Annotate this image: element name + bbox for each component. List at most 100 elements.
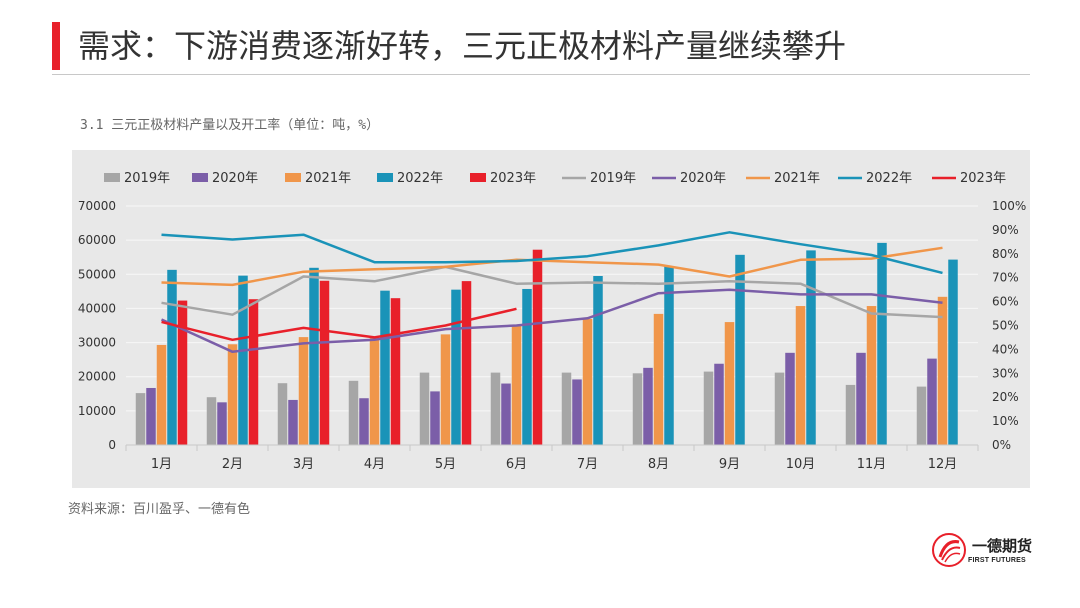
line-2020年: [160, 288, 943, 354]
bar-2019年-12月: [916, 386, 927, 445]
bar-2021年-4月: [369, 337, 380, 445]
legend-swatch-bar-2022年: [377, 173, 393, 182]
logo-subtitle: FIRST FUTURES: [968, 557, 1026, 564]
bar-2021年-7月: [582, 319, 593, 445]
bar-2019年-7月: [561, 372, 572, 445]
x-tick-label: 2月: [222, 457, 243, 472]
bar-2019年-2月: [206, 397, 217, 445]
x-tick-label: 5月: [435, 457, 456, 472]
chart-legend: 2019年 2020年 2021年 2022年 2023年 2019年 2020年 2021年…: [104, 171, 1006, 186]
bar-2019年-5月: [419, 372, 430, 445]
bar-2022年-9月: [735, 254, 745, 445]
x-tick-label: 10月: [786, 457, 816, 472]
bar-2021年-12月: [937, 296, 948, 445]
bar-2020年-5月: [430, 391, 440, 445]
legend-label-line-2020年: 2020年: [680, 171, 726, 186]
line-2023年: [161, 307, 517, 342]
bar-2022年-10月: [806, 250, 816, 445]
bar-2020年-6月: [501, 383, 511, 445]
bar-2021年-11月: [866, 306, 877, 445]
page-title: 需求：下游消费逐渐好转，三元正极材料产量继续攀升: [78, 27, 847, 65]
bar-2019年-10月: [774, 372, 785, 445]
legend-label-bar-2019年: 2019年: [124, 171, 170, 186]
legend-label-line-2022年: 2022年: [866, 171, 912, 186]
bar-2023年-3月: [319, 280, 330, 445]
left-y-tick-label: 20000: [78, 370, 116, 384]
bar-2020年-3月: [288, 399, 298, 445]
bar-2022年-7月: [593, 275, 603, 445]
bar-2021年-9月: [724, 322, 735, 445]
bar-2020年-11月: [856, 352, 866, 445]
logo-name: 一德期货: [972, 537, 1033, 555]
line-series-group: [160, 231, 943, 354]
bar-2021年-5月: [440, 334, 451, 445]
chart-caption: 3.1 三元正极材料产量以及开工率（单位：吨，%）: [80, 118, 380, 133]
bar-2020年-1月: [146, 387, 156, 445]
right-y-tick-label: 30%: [992, 366, 1019, 380]
bar-2023年-5月: [461, 281, 472, 445]
right-y-tick-label: 40%: [992, 342, 1019, 356]
x-axis: 1月 2月 3月 4月 5月 6月 7月 8月 9月 10月 11月 12月: [125, 444, 979, 472]
bar-2020年-7月: [572, 379, 582, 445]
bar-2021年-10月: [795, 306, 806, 445]
x-tick-label: 6月: [506, 457, 527, 472]
left-y-axis: 0 10000 20000 30000 40000 50000 60000 70000: [78, 199, 116, 452]
bar-2023年-6月: [532, 249, 543, 445]
legend-swatch-bar-2020年: [192, 173, 208, 182]
legend-label-line-2023年: 2023年: [960, 171, 1006, 186]
legend-label-line-2021年: 2021年: [774, 171, 820, 186]
right-y-tick-label: 50%: [992, 319, 1019, 333]
right-y-tick-label: 100%: [992, 199, 1026, 213]
right-y-tick-label: 20%: [992, 390, 1019, 404]
bar-2020年-12月: [927, 358, 937, 445]
x-tick-label: 12月: [928, 457, 958, 472]
legend-label-bar-2022年: 2022年: [397, 171, 443, 186]
bar-2019年-6月: [490, 372, 501, 445]
x-tick-label: 11月: [857, 457, 887, 472]
bar-2022年-1月: [167, 269, 177, 445]
chart-panel: 0 10000 20000 30000 40000 50000 60000 70000 0% 1…: [72, 150, 1030, 488]
bar-2022年-12月: [948, 259, 958, 445]
left-y-tick-label: 30000: [78, 336, 116, 350]
bar-2020年-2月: [217, 402, 227, 445]
chart-svg: 0 10000 20000 30000 40000 50000 60000 70000 0% 1…: [78, 171, 1027, 472]
logo-mark-icon: [932, 533, 966, 567]
bar-2021年-6月: [511, 325, 522, 445]
right-y-tick-label: 90%: [992, 223, 1019, 237]
legend-label-bar-2020年: 2020年: [212, 171, 258, 186]
left-y-tick-label: 60000: [78, 233, 116, 247]
line-2019年: [161, 265, 943, 319]
brand-logo: 一德期货 FIRST FUTURES: [932, 533, 1040, 573]
x-tick-label: 3月: [293, 457, 314, 472]
right-y-tick-label: 80%: [992, 247, 1019, 261]
legend-swatch-bar-2023年: [470, 173, 486, 182]
legend-label-bar-2023年: 2023年: [490, 171, 536, 186]
title-divider: [52, 74, 1030, 75]
bar-2023年-4月: [390, 298, 401, 445]
left-y-tick-label: 70000: [78, 199, 116, 213]
title-accent-bar: [52, 22, 60, 70]
legend-label-bar-2021年: 2021年: [305, 171, 351, 186]
bar-2022年-11月: [877, 242, 887, 445]
bar-2020年-9月: [714, 363, 724, 445]
bar-2021年-8月: [653, 313, 664, 445]
bar-2020年-10月: [785, 352, 795, 445]
bar-2020年-4月: [359, 398, 369, 445]
bar-2019年-3月: [277, 383, 288, 445]
line-2022年: [161, 231, 943, 275]
legend-swatch-bar-2021年: [285, 173, 301, 182]
right-y-tick-label: 60%: [992, 295, 1019, 309]
chart-gridlines: [126, 205, 978, 412]
source-note: 资料来源：百川盈孚、一德有色: [68, 502, 251, 517]
bar-2022年-6月: [522, 288, 532, 445]
right-y-tick-label: 10%: [992, 414, 1019, 428]
bar-2021年-1月: [156, 344, 167, 445]
x-tick-label: 4月: [364, 457, 385, 472]
x-tick-label: 7月: [577, 457, 598, 472]
bar-2019年-1月: [135, 393, 146, 445]
bar-2022年-8月: [664, 266, 674, 445]
right-y-tick-label: 0%: [992, 438, 1011, 452]
legend-swatch-bar-2019年: [104, 173, 120, 182]
bar-2022年-4月: [380, 290, 390, 445]
left-y-tick-label: 40000: [78, 301, 116, 315]
